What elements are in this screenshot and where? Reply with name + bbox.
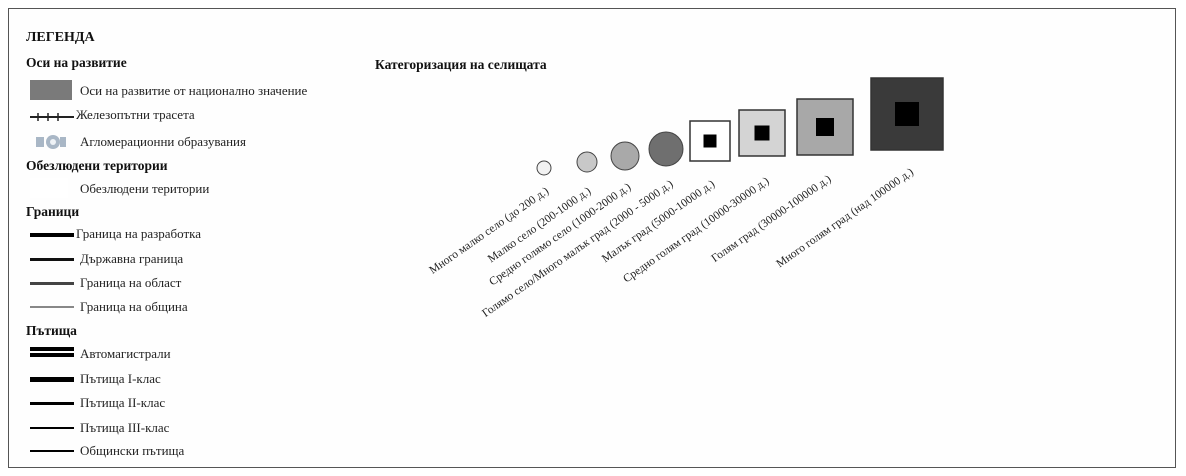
empty-area-icon xyxy=(30,178,68,198)
settlement-square-core-5 xyxy=(703,134,717,148)
settlement-circle-3 xyxy=(610,141,640,171)
thin-line-icon xyxy=(30,427,74,429)
settlement-circle-2 xyxy=(576,151,598,173)
settlement-square-core-8 xyxy=(895,102,919,126)
roads-heading: Пътища xyxy=(26,323,77,338)
grey-rectangle-icon xyxy=(30,80,72,100)
axes-item-railway: Железопътни трасета xyxy=(76,107,195,122)
settlement-square-core-7 xyxy=(816,118,834,136)
roads-item-class1: Пътища I-клас xyxy=(80,371,161,386)
thin-grey-line-icon xyxy=(30,306,74,308)
settlement-circle-4 xyxy=(648,131,684,167)
border-item-state: Държавна граница xyxy=(80,251,184,266)
thick-black-line-icon xyxy=(30,233,74,237)
legend-title: ЛЕГЕНДА xyxy=(26,30,95,45)
settlement-square-core-6 xyxy=(754,125,770,141)
black-line-icon xyxy=(30,258,74,261)
double-line-icon xyxy=(30,347,74,357)
agglomeration-icon xyxy=(36,135,66,149)
border-item-municipality: Граница на община xyxy=(80,299,188,314)
medium-line-icon xyxy=(30,402,74,405)
axes-item-national: Оси на развитие от национално значение xyxy=(80,83,308,98)
border-item-development: Граница на разработка xyxy=(76,226,202,241)
thick-line-icon xyxy=(30,377,74,382)
legend-frame xyxy=(8,8,1176,468)
depopulated-item: Обезлюдени територии xyxy=(80,181,210,196)
depopulated-heading: Обезлюдени територии xyxy=(26,158,168,173)
dark-grey-line-icon xyxy=(30,282,74,285)
borders-heading: Граници xyxy=(26,204,80,219)
roads-item-motorway: Автомагистрали xyxy=(80,346,171,361)
roads-item-municipal: Общински пътища xyxy=(80,443,185,458)
axes-heading: Оси на развитие xyxy=(26,55,127,70)
border-item-region: Граница на област xyxy=(80,275,182,290)
hairline-icon xyxy=(30,450,74,452)
settlement-circle-1 xyxy=(536,160,552,176)
roads-item-class2: Пътища II-клас xyxy=(80,395,166,410)
roads-item-class3: Пътища III-клас xyxy=(80,420,170,435)
categories-title: Категоризация на селищата xyxy=(375,57,547,72)
axes-item-agglomeration: Агломерационни образувания xyxy=(80,134,246,149)
railway-line-icon xyxy=(30,113,74,121)
